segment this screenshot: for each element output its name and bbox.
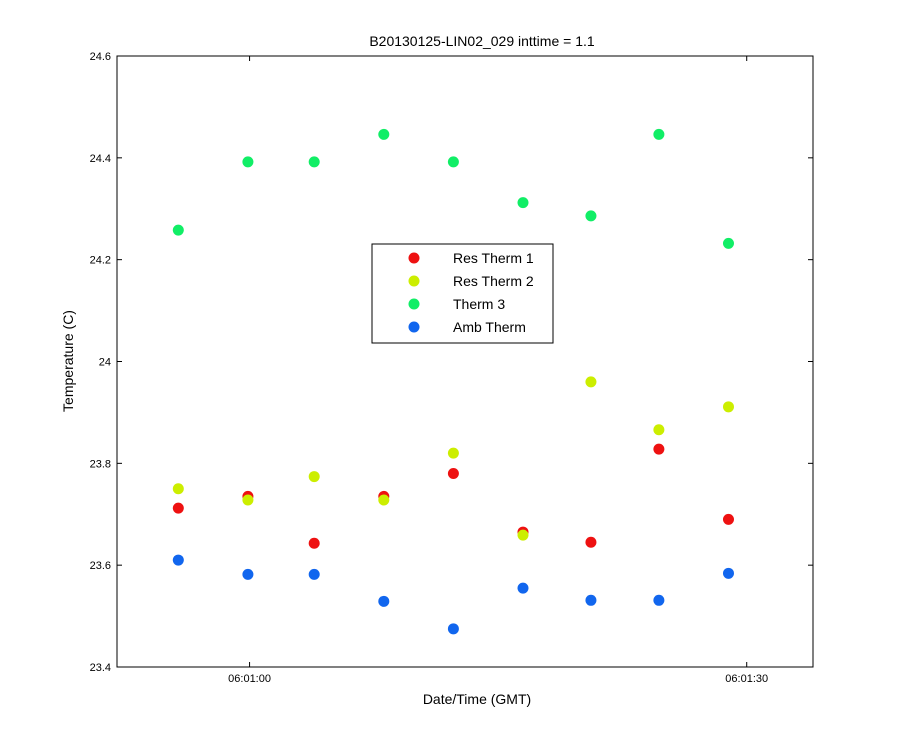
data-points	[172, 128, 734, 635]
x-tick-label: 06:01:30	[725, 673, 768, 685]
point-amb-therm	[722, 567, 734, 579]
point-amb-therm	[242, 568, 254, 580]
point-therm-3	[172, 224, 184, 236]
point-res-therm-1	[308, 537, 320, 549]
plot-area	[116, 55, 814, 668]
point-res-therm-2	[722, 401, 734, 413]
point-res-therm-2	[378, 494, 390, 506]
legend-label-amb-therm: Amb Therm	[453, 319, 526, 335]
legend-marker-res-therm-1	[408, 252, 420, 264]
legend-label-therm-3: Therm 3	[453, 296, 505, 312]
point-res-therm-2	[308, 471, 320, 483]
legend-label-res-therm-1: Res Therm 1	[453, 250, 534, 266]
point-res-therm-2	[242, 494, 254, 506]
point-amb-therm	[172, 554, 184, 566]
point-res-therm-2	[653, 424, 665, 436]
x-axis-title: Date/Time (GMT)	[423, 691, 531, 707]
point-therm-3	[722, 237, 734, 249]
legend-marker-therm-3	[408, 298, 420, 310]
legend-marker-res-therm-2	[408, 275, 420, 287]
y-axis: 23.4 23.6 23.8 24 24.2 24.4 24.6	[90, 51, 813, 674]
legend-box	[371, 243, 554, 344]
point-res-therm-1	[722, 513, 734, 525]
y-tick-label: 23.8	[90, 458, 111, 470]
point-res-therm-1	[447, 468, 459, 480]
point-amb-therm	[653, 594, 665, 606]
y-tick-label: 23.4	[90, 662, 111, 674]
y-tick-label: 24.2	[90, 255, 111, 267]
point-res-therm-1	[585, 536, 597, 548]
x-axis: 06:01:00 06:01:30	[228, 56, 768, 685]
y-tick-label: 23.6	[90, 560, 111, 572]
point-amb-therm	[378, 595, 390, 607]
legend: Res Therm 1 Res Therm 2 Therm 3 Amb Therm	[371, 243, 554, 344]
point-therm-3	[585, 210, 597, 222]
point-res-therm-2	[172, 483, 184, 495]
point-therm-3	[242, 156, 254, 168]
y-tick-label: 24	[99, 357, 111, 369]
point-therm-3	[517, 197, 529, 209]
x-tick-label: 06:01:00	[228, 673, 271, 685]
point-therm-3	[308, 156, 320, 168]
point-therm-3	[653, 128, 665, 140]
point-therm-3	[378, 128, 390, 140]
point-amb-therm	[447, 623, 459, 635]
point-amb-therm	[585, 594, 597, 606]
point-res-therm-2	[517, 529, 529, 541]
point-amb-therm	[517, 582, 529, 594]
point-res-therm-1	[172, 502, 184, 514]
point-res-therm-1	[653, 443, 665, 455]
point-amb-therm	[308, 568, 320, 580]
y-axis-title: Temperature (C)	[60, 310, 76, 412]
point-therm-3	[447, 156, 459, 168]
chart-title: B20130125-LIN02_029 inttime = 1.1	[369, 33, 595, 49]
legend-marker-amb-therm	[408, 321, 420, 333]
point-res-therm-2	[447, 447, 459, 459]
y-tick-label: 24.4	[90, 153, 111, 165]
y-tick-label: 24.6	[90, 51, 111, 63]
point-res-therm-2	[585, 376, 597, 388]
legend-label-res-therm-2: Res Therm 2	[453, 273, 534, 289]
